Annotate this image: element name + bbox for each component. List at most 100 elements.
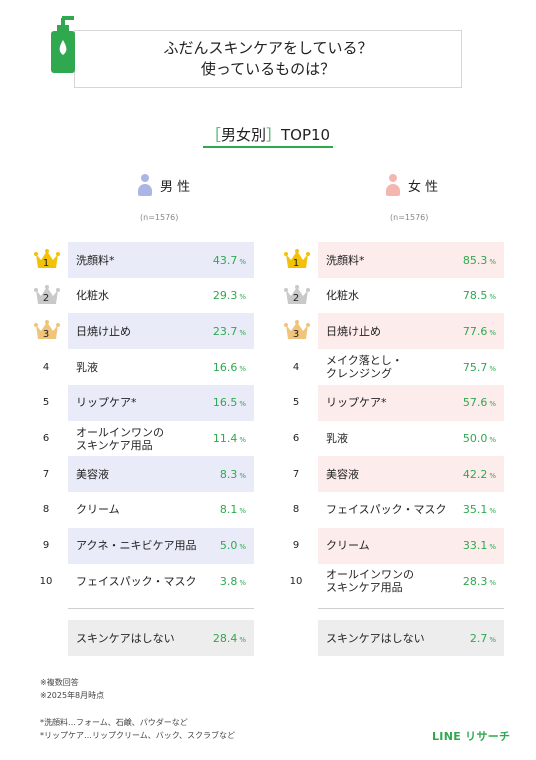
row-label: アクネ・ニキビケア用品 xyxy=(76,539,197,553)
row-label: オールインワンの スキンケア用品 xyxy=(76,425,164,452)
row-value: 23.7% xyxy=(212,324,246,338)
rank-number: 3 xyxy=(292,328,300,340)
female-rank-2: 2 xyxy=(276,278,316,314)
lotion-bottle-icon xyxy=(51,16,75,73)
male-rank-7: 7 xyxy=(26,456,66,492)
rank-number: 9 xyxy=(292,540,300,552)
female-rank-5: 5 xyxy=(276,385,316,421)
rank-number: 4 xyxy=(292,361,300,373)
row-label: 洗顔料* xyxy=(76,253,115,267)
male-row: 日焼け止め 23.7% xyxy=(68,313,254,350)
row-label: スキンケアはしない xyxy=(76,631,175,645)
male-row: 洗顔料* 43.7% xyxy=(68,242,254,278)
female-rank-7: 7 xyxy=(276,456,316,492)
rank-number: 7 xyxy=(42,468,50,480)
male-row: アクネ・ニキビケア用品 5.0% xyxy=(68,527,254,564)
male-no-skincare-row: スキンケアはしない 28.4% xyxy=(68,620,254,656)
row-value: 16.5% xyxy=(212,396,246,410)
rank-number: 6 xyxy=(42,433,50,444)
row-value: 85.3% xyxy=(462,253,496,267)
row-value: 2.7% xyxy=(469,631,496,645)
female-rank-3: 3 xyxy=(276,313,316,349)
female-label: 女 性 xyxy=(408,179,439,195)
row-label: リップケア* xyxy=(76,396,137,410)
female-header: 女 性 xyxy=(386,174,506,196)
male-row: フェイスパック・マスク 3.8% xyxy=(68,563,254,599)
male-sample-size: (n=1576) xyxy=(140,213,179,222)
row-label: 日焼け止め xyxy=(326,324,381,338)
row-value: 8.3% xyxy=(219,467,246,481)
row-value: 42.2% xyxy=(462,467,496,481)
female-row: 乳液 50.0% xyxy=(318,421,504,457)
title-line-1: ふだんスキンケアをしている？ xyxy=(163,39,373,57)
rank-number: 7 xyxy=(292,468,300,480)
female-row: オールインワンの スキンケア用品 28.3% xyxy=(318,563,504,599)
row-value: 33.1% xyxy=(462,539,496,553)
female-row: 美容液 42.2% xyxy=(318,456,504,493)
row-value: 29.3% xyxy=(212,289,246,303)
row-label: メイク落とし・ クレンジング xyxy=(326,354,403,381)
row-label: 乳液 xyxy=(326,432,348,445)
row-value: 50.0% xyxy=(462,432,496,445)
row-value: 16.6% xyxy=(212,360,246,374)
note-date: ※2025年8月時点 xyxy=(40,691,105,700)
subtitle-bracket-close: ］ xyxy=(265,126,281,144)
row-value: 5.0% xyxy=(219,539,246,553)
subtitle-bracket-open: ［ xyxy=(205,126,221,144)
rank-number: 2 xyxy=(42,293,50,305)
rank-number: 8 xyxy=(42,504,50,516)
row-value: 28.4% xyxy=(212,631,246,645)
rank-number: 1 xyxy=(42,257,50,269)
male-rank-8: 8 xyxy=(26,492,66,528)
female-rank-1: 1 xyxy=(276,242,316,278)
footnotes: *洗顔料…フォーム、石鹸、パウダーなど *リップケア…リップクリーム、バック、ス… xyxy=(40,716,235,742)
row-label: フェイスパック・マスク xyxy=(76,574,197,588)
rank-number: 5 xyxy=(292,397,300,409)
rank-number: 3 xyxy=(42,328,50,340)
row-value: 57.6% xyxy=(462,396,496,410)
subtitle-underline xyxy=(203,146,333,148)
row-value: 8.1% xyxy=(219,503,246,517)
rank-number: 10 xyxy=(39,575,53,587)
male-person-icon xyxy=(138,174,152,196)
male-header: 男 性 xyxy=(138,174,258,196)
crown-icon xyxy=(34,320,60,340)
row-label: 化粧水 xyxy=(76,289,109,303)
male-rank-5: 5 xyxy=(26,385,66,421)
female-rank-6: 6 xyxy=(276,421,316,457)
male-row: 乳液 16.6% xyxy=(68,349,254,385)
row-label: 乳液 xyxy=(76,360,98,374)
rank-number: 5 xyxy=(42,397,50,409)
female-row: 化粧水 78.5% xyxy=(318,278,504,314)
male-rank-2: 2 xyxy=(26,278,66,314)
row-label: 美容液 xyxy=(76,467,109,481)
subtitle-group: 男女別 xyxy=(220,126,266,144)
subtitle-rest: TOP10 xyxy=(280,126,331,144)
female-row: クリーム 33.1% xyxy=(318,527,504,564)
female-person-icon xyxy=(386,174,400,196)
female-rank-10: 10 xyxy=(276,563,316,599)
row-value: 78.5% xyxy=(462,289,496,303)
female-rank-9: 9 xyxy=(276,528,316,564)
crown-icon xyxy=(284,284,310,304)
male-rank-4: 4 xyxy=(26,349,66,385)
row-label: スキンケアはしない xyxy=(326,631,425,645)
male-rank-10: 10 xyxy=(26,563,66,599)
title-box: ふだんスキンケアをしている？ 使っているものは？ xyxy=(74,30,462,88)
male-rank-3: 3 xyxy=(26,313,66,349)
crown-icon xyxy=(284,249,310,268)
male-row: クリーム 8.1% xyxy=(68,492,254,528)
crown-icon xyxy=(34,284,60,304)
female-rank-4: 4 xyxy=(276,349,316,385)
row-label: リップケア* xyxy=(326,396,387,410)
rank-number: 8 xyxy=(292,504,300,516)
rank-number: 10 xyxy=(289,575,303,587)
male-label: 男 性 xyxy=(160,179,191,195)
footnote-lipcare: *リップケア…リップクリーム、バック、スクラブなど xyxy=(40,731,236,740)
male-row: オールインワンの スキンケア用品 11.4% xyxy=(68,421,254,457)
rank-number: 9 xyxy=(42,540,50,552)
note-multiple-answers: ※複数回答 xyxy=(40,678,79,687)
rank-number: 1 xyxy=(292,257,300,269)
row-value: 35.1% xyxy=(462,503,496,517)
male-rank-1: 1 xyxy=(26,242,66,278)
